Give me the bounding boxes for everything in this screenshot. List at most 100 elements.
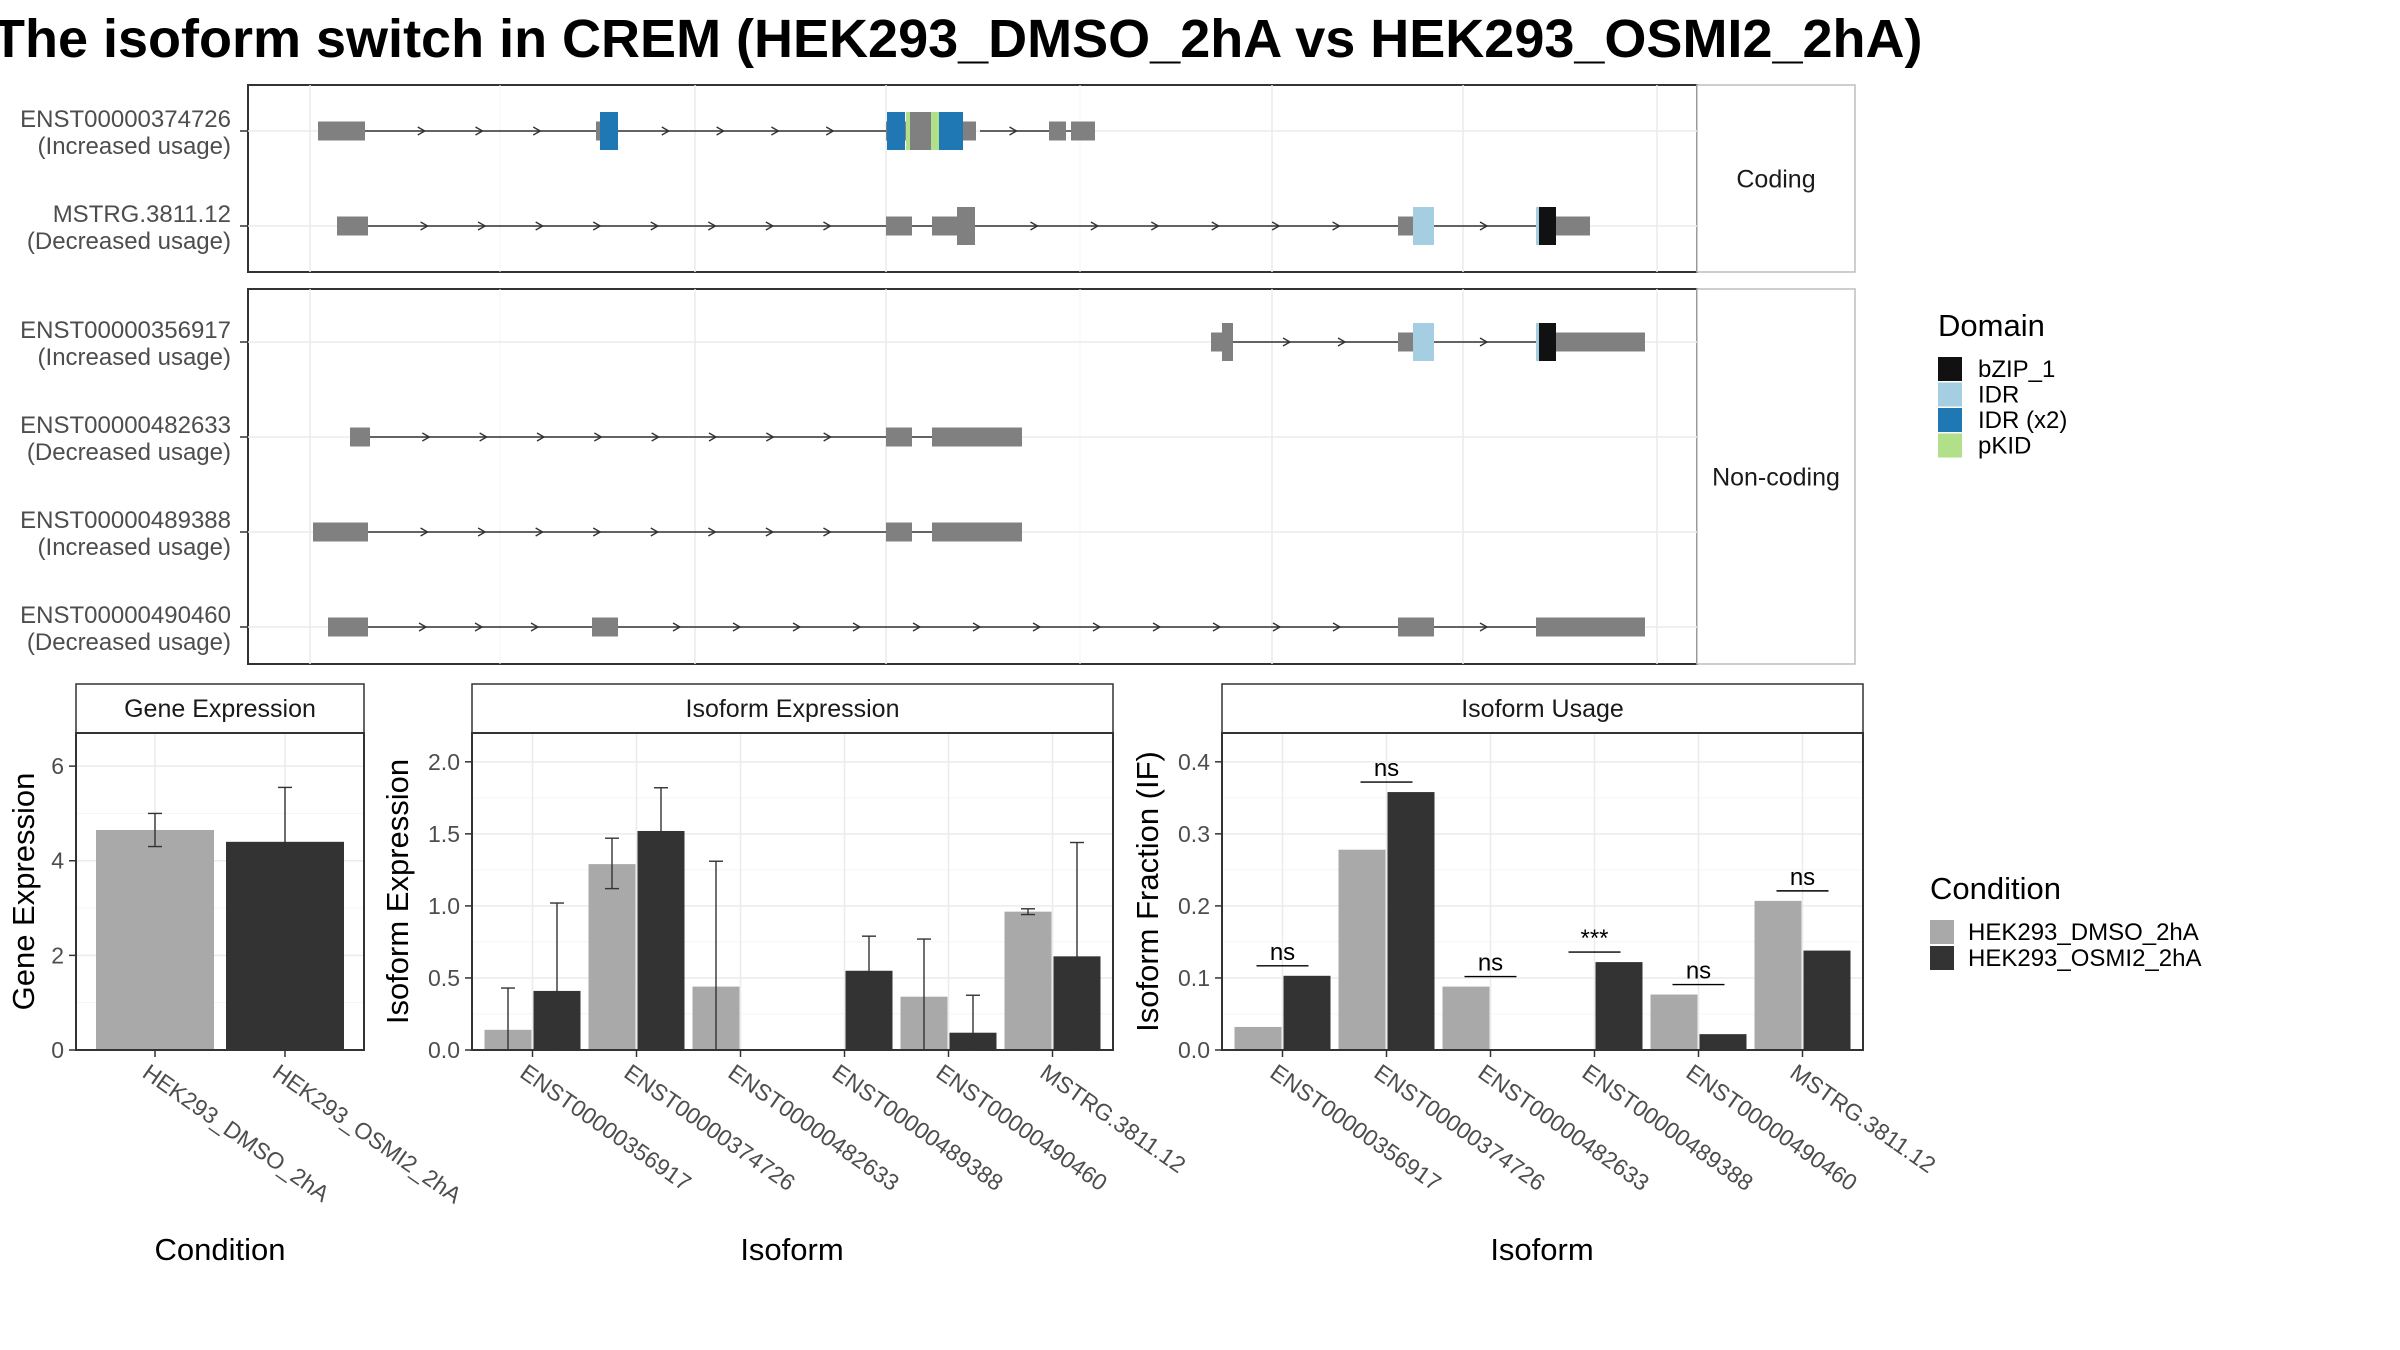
intron-arrow — [477, 221, 487, 231]
chart-strip — [1221, 683, 1864, 734]
bar — [1283, 975, 1331, 1050]
chart-isoform-usage: Isoform Usage 0.0 0.1 0.2 0.3 0.4 ns ns ns *** ns n… — [1130, 683, 1941, 1267]
intron-arrow — [1332, 221, 1341, 231]
y-axis-title: Gene Expression — [6, 773, 41, 1011]
coding-exon — [1222, 323, 1233, 361]
domain-legend-label: bZIP_1 — [1978, 356, 2055, 383]
intron-arrow — [536, 432, 546, 442]
transcript-id-label: ENST00000374726 — [20, 106, 231, 133]
exon — [932, 522, 1022, 542]
chart-isoform-expression: Isoform Expression 0.0 0.5 1.0 1.5 2.0 ENST000… — [380, 683, 1191, 1267]
intron-arrow — [1282, 337, 1292, 347]
significance-label: *** — [1580, 925, 1608, 952]
intron-arrow — [852, 622, 862, 632]
y-tick-label: 0 — [51, 1037, 64, 1063]
exon — [318, 121, 365, 141]
intron-arrow — [417, 126, 427, 136]
bar — [1803, 950, 1851, 1050]
chart-strip — [75, 683, 365, 734]
bar — [1234, 1026, 1282, 1050]
transcript-usage-label: (Decreased usage) — [27, 439, 231, 466]
y-tick-label: 0.3 — [1178, 821, 1210, 847]
intron-arrow — [708, 432, 718, 442]
intron-arrow — [765, 221, 775, 231]
intron-arrow — [650, 527, 660, 537]
bar — [1387, 792, 1435, 1050]
x-axis-title: Isoform — [1490, 1232, 1593, 1267]
bar — [1442, 986, 1490, 1050]
intron-arrow — [418, 622, 428, 632]
facet-strip-label: Coding — [1736, 166, 1815, 194]
y-tick-label: 1.5 — [428, 821, 460, 847]
exon — [1211, 332, 1222, 352]
intron-arrow — [792, 622, 802, 632]
domain-segment — [887, 112, 905, 150]
coding-exon — [957, 207, 975, 245]
transcript-usage-label: (Decreased usage) — [27, 228, 231, 255]
intron-arrow — [593, 432, 603, 442]
x-tick-label: ENST00000482633 — [1474, 1059, 1654, 1196]
transcript-usage-label: (Increased usage) — [38, 133, 231, 160]
y-tick-label: 0.5 — [428, 965, 460, 991]
y-tick-label: 2 — [51, 942, 64, 968]
domain-segment — [1413, 207, 1434, 245]
figure-title: The isoform switch in CREM (HEK293_DMSO_… — [0, 9, 1923, 69]
intron-arrow — [1092, 622, 1102, 632]
facet-strip — [1696, 288, 1856, 665]
domain-segment — [906, 112, 910, 150]
bar — [1650, 994, 1698, 1050]
exon — [592, 617, 618, 637]
y-tick-label: 2.0 — [428, 749, 460, 775]
x-tick-label: ENST00000356917 — [1266, 1059, 1446, 1196]
intron-arrow — [1271, 221, 1281, 231]
x-tick-label: ENST00000374726 — [620, 1059, 800, 1196]
domain-segment — [1539, 207, 1556, 245]
significance-label: ns — [1790, 864, 1815, 891]
intron-arrow — [1152, 622, 1162, 632]
intron-arrow — [1150, 221, 1160, 231]
y-tick-label: 0.0 — [1178, 1037, 1210, 1063]
significance-label: ns — [1686, 958, 1711, 985]
intron-arrow — [650, 221, 660, 231]
intron-arrow — [732, 622, 742, 632]
y-tick-label: 6 — [51, 753, 64, 779]
intron-arrow — [477, 527, 487, 537]
intron-arrow — [421, 432, 431, 442]
intron-arrow — [1272, 622, 1282, 632]
exon — [1049, 121, 1066, 141]
significance-label: ns — [1478, 950, 1503, 977]
domain-segment — [931, 112, 939, 150]
intron-arrow — [765, 527, 775, 537]
domain-legend-key — [1938, 357, 1962, 381]
transcript-usage-label: (Increased usage) — [38, 344, 231, 371]
exon — [328, 617, 368, 637]
transcript-id-label: ENST00000356917 — [20, 317, 231, 344]
chart-title: Gene Expression — [124, 695, 316, 723]
exon — [963, 121, 976, 141]
domain-legend-key — [1938, 433, 1962, 458]
structure-facet-panel — [247, 288, 1698, 665]
domain-segment — [600, 112, 618, 150]
condition-legend-label: HEK293_DMSO_2hA — [1968, 919, 2199, 946]
y-tick-label: 1.0 — [428, 893, 460, 919]
x-tick-label: ENST00000374726 — [1370, 1059, 1550, 1196]
intron-arrow — [532, 126, 542, 136]
intron-arrow — [825, 126, 835, 136]
chart-title: Isoform Expression — [686, 695, 900, 723]
intron-arrow — [1332, 622, 1342, 632]
bar — [96, 829, 214, 1050]
intron-arrow — [1211, 221, 1221, 231]
exon — [932, 427, 1022, 447]
intron-arrow — [771, 126, 780, 136]
intron-arrow — [1479, 337, 1489, 347]
exon — [1398, 617, 1434, 637]
condition-legend-key — [1930, 946, 1954, 970]
intron-arrow — [765, 432, 775, 442]
transcript-usage-label: (Decreased usage) — [27, 629, 231, 656]
plot-border — [471, 732, 1114, 1051]
x-axis-title: Condition — [155, 1232, 286, 1267]
exon — [932, 216, 957, 236]
intron-arrow — [592, 527, 602, 537]
condition-legend-title: Condition — [1930, 871, 2061, 906]
